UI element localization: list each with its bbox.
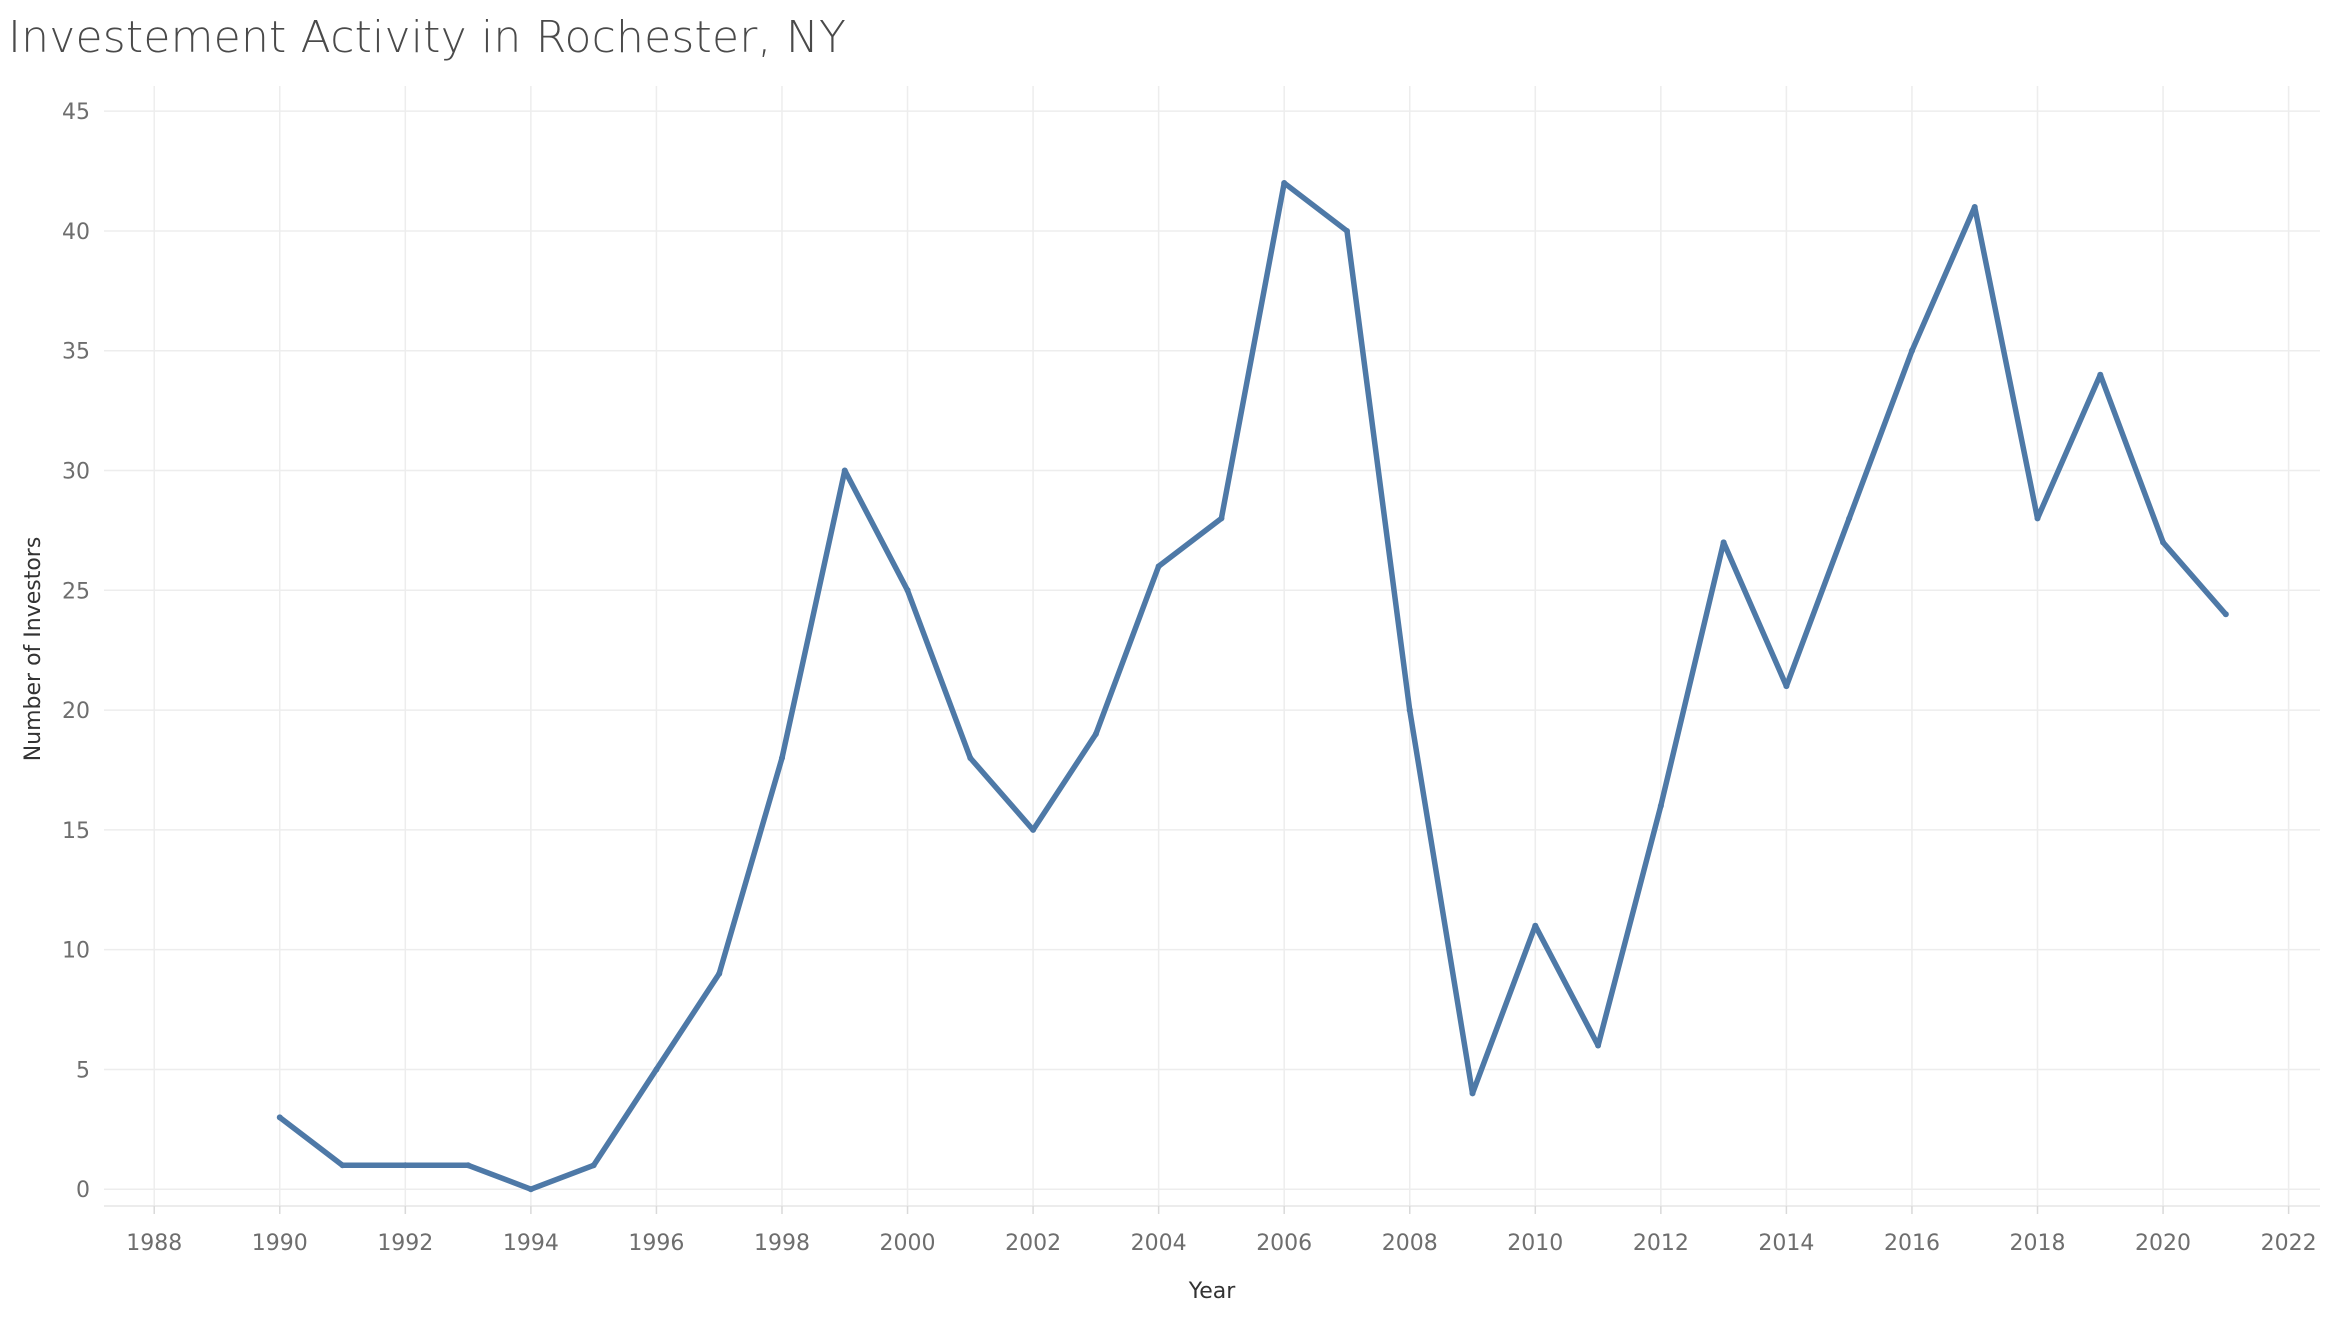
data-point [339, 1162, 346, 1169]
x-gridlines [153, 86, 2290, 1206]
y-tick-label: 10 [62, 939, 90, 964]
y-tick-label: 15 [62, 819, 90, 844]
data-point [590, 1162, 597, 1169]
series-line [277, 180, 2229, 1192]
y-gridlines [104, 110, 2320, 1190]
x-tick-label: 2008 [1382, 1231, 1438, 1256]
y-tick-label: 45 [62, 100, 90, 125]
x-tick-label: 1996 [628, 1231, 684, 1256]
data-point [778, 755, 785, 762]
data-point [1092, 731, 1099, 738]
data-point [1281, 180, 1288, 187]
x-tick-label: 1990 [252, 1231, 308, 1256]
data-point [1908, 347, 1915, 354]
x-tick-label: 1988 [126, 1231, 182, 1256]
data-point [1532, 922, 1539, 929]
data-point [1846, 515, 1853, 522]
data-point [904, 587, 911, 594]
data-point [1218, 515, 1225, 522]
data-point [2034, 515, 2041, 522]
data-point [2160, 539, 2167, 546]
data-point [716, 970, 723, 977]
y-tick-label: 35 [62, 340, 90, 365]
x-tick-label: 1994 [503, 1231, 559, 1256]
x-tick-label: 2018 [2010, 1231, 2066, 1256]
x-tick-label: 2022 [2261, 1231, 2317, 1256]
data-point [1469, 1090, 1476, 1097]
data-point [2222, 611, 2229, 618]
x-tick-label: 2014 [1758, 1231, 1814, 1256]
data-point [2097, 371, 2104, 378]
data-point [967, 755, 974, 762]
data-point [1971, 203, 1978, 210]
x-tick-label: 2012 [1633, 1231, 1689, 1256]
x-axis-title: Year [1188, 1279, 1237, 1304]
x-tick-label: 2002 [1005, 1231, 1061, 1256]
y-tick-label: 5 [76, 1058, 90, 1083]
x-axis-ticks: 1988 1990 1992 1994 1996 1998 2000 2002 2004 2006… [126, 1206, 2317, 1256]
y-tick-label: 20 [62, 699, 90, 724]
data-point [1657, 802, 1664, 809]
data-point [276, 1114, 283, 1121]
data-point [1595, 1042, 1602, 1049]
x-tick-label: 1992 [377, 1231, 433, 1256]
data-point [1030, 826, 1037, 833]
y-axis-title: Number of Investors [21, 537, 46, 762]
x-tick-label: 2004 [1131, 1231, 1187, 1256]
data-point [527, 1186, 534, 1193]
y-tick-label: 0 [76, 1178, 90, 1203]
data-point [653, 1066, 660, 1073]
data-point [1155, 563, 1162, 570]
x-tick-label: 2020 [2135, 1231, 2191, 1256]
x-tick-label: 2006 [1256, 1231, 1312, 1256]
y-tick-label: 25 [62, 579, 90, 604]
x-tick-label: 2016 [1884, 1231, 1940, 1256]
x-tick-label: 2000 [880, 1231, 936, 1256]
y-tick-label: 40 [62, 220, 90, 245]
chart-title: Investement Activity in Rochester, NY [8, 12, 847, 63]
series-layer [276, 180, 2229, 1193]
data-point [1343, 227, 1350, 234]
data-point [1406, 707, 1413, 714]
data-point [465, 1162, 472, 1169]
x-tick-label: 1998 [754, 1231, 810, 1256]
data-point [1783, 683, 1790, 690]
y-tick-label: 30 [62, 460, 90, 485]
data-point [841, 467, 848, 474]
x-tick-label: 2010 [1507, 1231, 1563, 1256]
data-point [1720, 539, 1727, 546]
data-point [402, 1162, 409, 1169]
y-axis-ticks: 0 5 10 15 20 25 30 35 40 45 [62, 100, 90, 1203]
